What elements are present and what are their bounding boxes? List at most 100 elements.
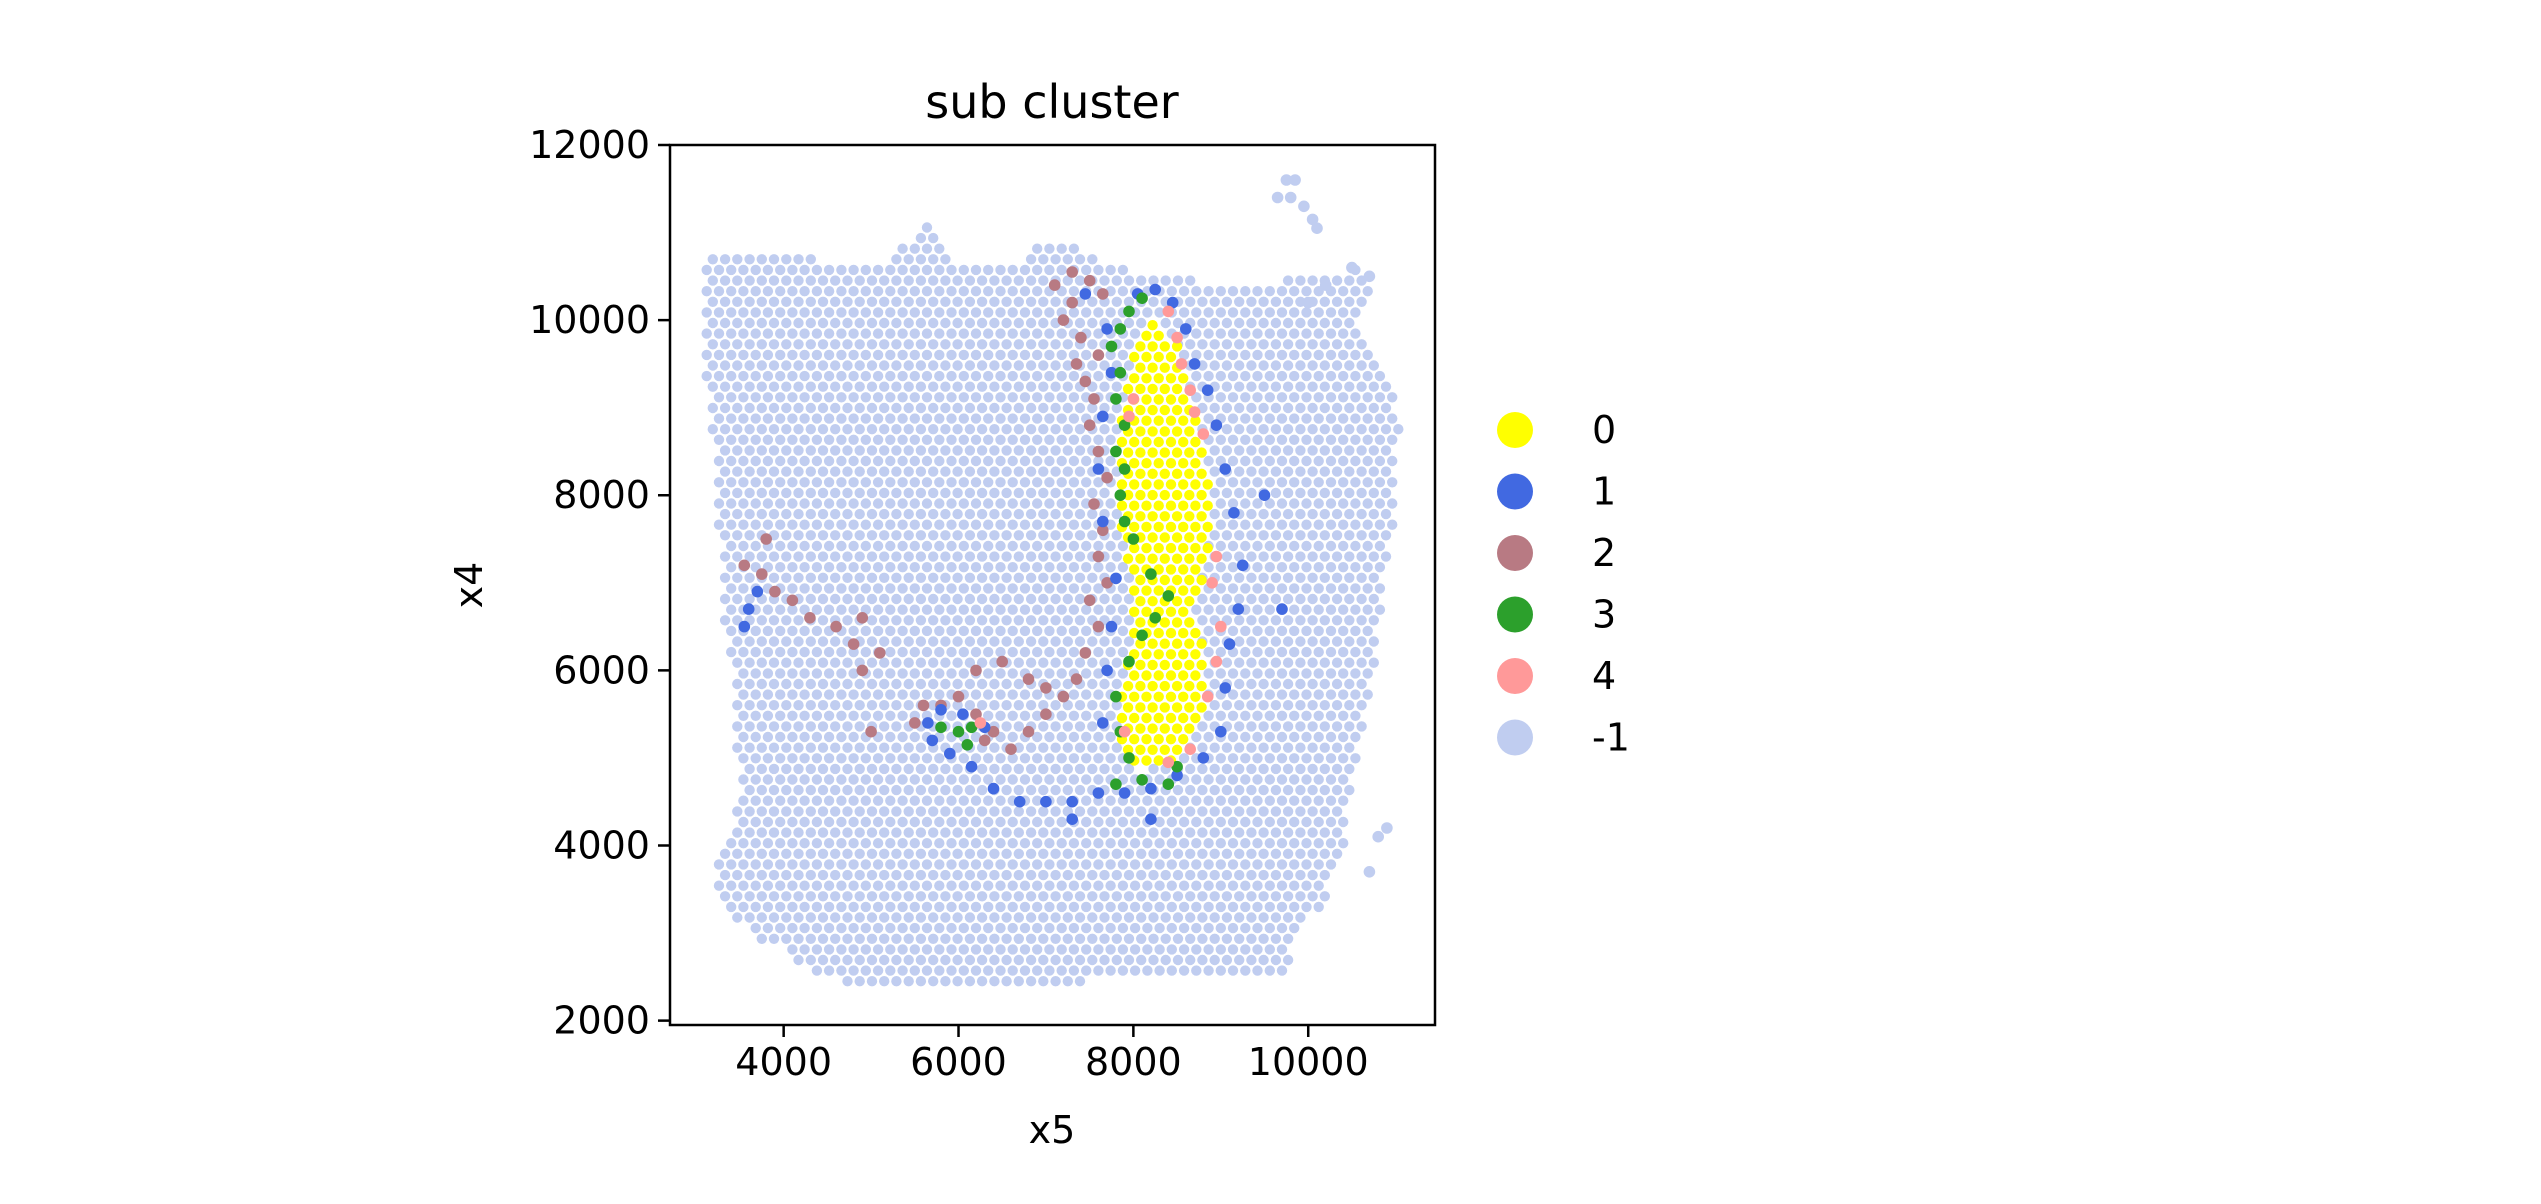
data-point bbox=[836, 519, 847, 530]
data-point bbox=[885, 731, 896, 743]
data-point bbox=[1307, 678, 1318, 690]
data-point bbox=[915, 636, 927, 647]
data-point bbox=[1105, 604, 1116, 615]
data-point bbox=[952, 296, 963, 307]
data-point bbox=[768, 678, 780, 690]
data-point bbox=[897, 562, 908, 573]
data-point bbox=[1044, 583, 1055, 594]
data-point bbox=[1282, 466, 1294, 477]
data-point bbox=[817, 339, 829, 350]
data-point bbox=[1319, 827, 1331, 838]
data-point bbox=[1154, 880, 1165, 891]
data-point bbox=[940, 445, 951, 456]
data-point bbox=[1184, 702, 1195, 713]
data-point bbox=[1258, 381, 1269, 392]
data-point bbox=[946, 965, 957, 976]
data-point bbox=[1184, 659, 1195, 671]
data-point bbox=[934, 816, 945, 828]
data-point bbox=[1338, 328, 1349, 339]
data-point bbox=[1087, 317, 1098, 329]
data-point bbox=[817, 445, 829, 456]
data-point bbox=[897, 859, 908, 870]
data-point bbox=[1081, 753, 1092, 764]
data-point bbox=[713, 307, 725, 318]
data-point bbox=[1289, 583, 1300, 594]
data-point bbox=[1252, 880, 1263, 891]
data-point bbox=[1282, 360, 1294, 371]
data-point bbox=[983, 901, 994, 913]
data-point bbox=[1331, 445, 1343, 456]
data-point bbox=[842, 593, 853, 605]
data-point bbox=[1276, 753, 1288, 764]
data-point bbox=[1380, 466, 1392, 477]
data-point bbox=[989, 317, 1000, 329]
data-point bbox=[1221, 551, 1233, 562]
data-point bbox=[1246, 636, 1257, 647]
data-point bbox=[872, 880, 884, 891]
data-point bbox=[775, 753, 786, 764]
data-point bbox=[1338, 838, 1349, 849]
data-point bbox=[1105, 710, 1116, 721]
data-point bbox=[1289, 455, 1300, 467]
data-point bbox=[1325, 689, 1337, 700]
data-point bbox=[872, 413, 884, 424]
data-point bbox=[848, 859, 859, 870]
data-point bbox=[1062, 827, 1074, 838]
data-point bbox=[989, 742, 1000, 753]
data-point bbox=[866, 551, 878, 562]
data-point bbox=[799, 307, 810, 318]
data-point bbox=[1264, 328, 1276, 339]
data-point bbox=[805, 869, 816, 881]
data-point bbox=[836, 944, 847, 955]
data-point bbox=[1079, 647, 1092, 659]
data-point bbox=[1001, 275, 1012, 286]
data-point bbox=[1135, 574, 1146, 586]
data-point bbox=[1289, 689, 1300, 700]
data-point bbox=[811, 880, 823, 891]
data-point bbox=[830, 784, 841, 796]
data-point bbox=[934, 753, 945, 764]
data-point bbox=[1264, 731, 1276, 743]
data-point bbox=[1162, 778, 1175, 790]
data-point bbox=[1368, 615, 1380, 626]
data-point bbox=[1062, 721, 1074, 732]
data-point bbox=[1013, 360, 1024, 371]
data-point bbox=[768, 296, 780, 307]
data-point bbox=[934, 838, 945, 849]
data-point bbox=[1325, 370, 1337, 382]
data-point bbox=[793, 912, 804, 923]
data-point bbox=[1099, 827, 1110, 838]
data-point bbox=[1044, 264, 1055, 276]
data-point bbox=[732, 869, 743, 881]
data-point bbox=[817, 848, 829, 859]
data-point bbox=[1105, 349, 1116, 361]
data-point bbox=[903, 317, 914, 329]
data-point bbox=[1331, 593, 1343, 605]
data-point bbox=[909, 370, 920, 382]
data-point bbox=[903, 360, 914, 371]
data-point bbox=[799, 583, 810, 594]
data-point bbox=[989, 891, 1000, 902]
data-point bbox=[1289, 519, 1300, 530]
data-point bbox=[1038, 466, 1049, 477]
data-point bbox=[1215, 583, 1227, 594]
data-point bbox=[866, 912, 878, 923]
data-point bbox=[958, 328, 969, 339]
data-point bbox=[1252, 307, 1263, 318]
data-point bbox=[1087, 508, 1098, 520]
data-point bbox=[762, 859, 774, 870]
data-point bbox=[1135, 638, 1146, 649]
data-point bbox=[921, 477, 933, 488]
data-point bbox=[1221, 784, 1233, 796]
data-point bbox=[860, 562, 871, 573]
data-point bbox=[1246, 912, 1257, 923]
data-point bbox=[1013, 402, 1024, 414]
data-point bbox=[897, 710, 908, 721]
data-point bbox=[1197, 763, 1208, 775]
legend-label: 1 bbox=[1592, 470, 1616, 514]
data-point bbox=[958, 392, 969, 403]
data-point bbox=[738, 392, 749, 403]
data-point bbox=[1234, 891, 1245, 902]
data-point bbox=[860, 307, 871, 318]
data-point bbox=[1202, 542, 1213, 554]
